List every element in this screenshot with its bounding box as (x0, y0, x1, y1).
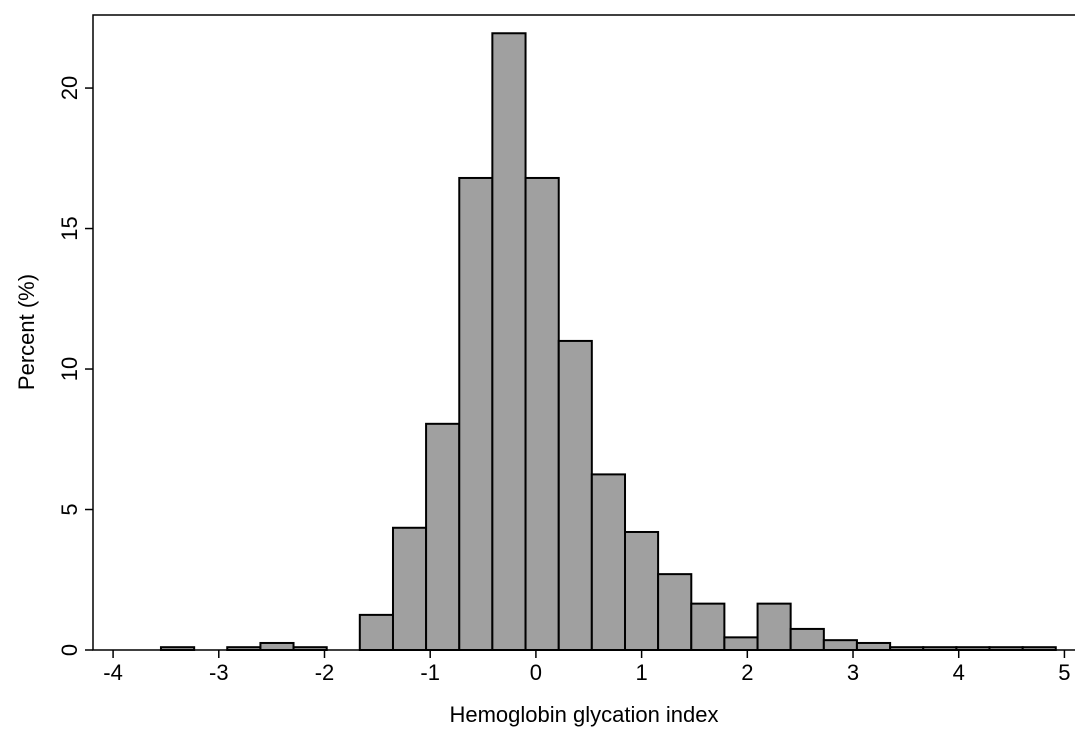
bar (855, 641, 892, 651)
axis-frame (92, 14, 1075, 651)
bar (789, 627, 825, 652)
y-tick-label: 0 (57, 644, 82, 656)
x-tick-label: 4 (953, 660, 965, 685)
x-tick-label: -3 (209, 660, 229, 685)
bar (723, 636, 759, 652)
y-tick-label: 15 (57, 216, 82, 240)
y-axis-label: Percent (%) (14, 274, 39, 390)
bar (491, 32, 527, 652)
bar (391, 526, 428, 651)
x-tick-label: -2 (315, 660, 335, 685)
bar (590, 473, 627, 652)
bar (690, 602, 726, 652)
bar (458, 176, 494, 651)
y-tick-label: 5 (57, 503, 82, 515)
bar (425, 422, 461, 651)
bar (756, 602, 792, 652)
x-tick-label: -4 (103, 660, 123, 685)
x-tick-label: -1 (420, 660, 440, 685)
x-tick-label: 0 (530, 660, 542, 685)
y-tick-label: 20 (57, 76, 82, 100)
bar (657, 573, 693, 651)
x-axis-label: Hemoglobin glycation index (449, 702, 718, 727)
x-tick-label: 2 (741, 660, 753, 685)
bar (358, 613, 394, 651)
y-tick-label: 10 (57, 357, 82, 381)
bar (557, 339, 593, 651)
bar (259, 641, 295, 651)
bar (822, 639, 858, 652)
bar (524, 176, 560, 651)
bar (624, 530, 660, 651)
x-tick-label: 5 (1058, 660, 1070, 685)
x-tick-label: 3 (847, 660, 859, 685)
x-tick-label: 1 (635, 660, 647, 685)
